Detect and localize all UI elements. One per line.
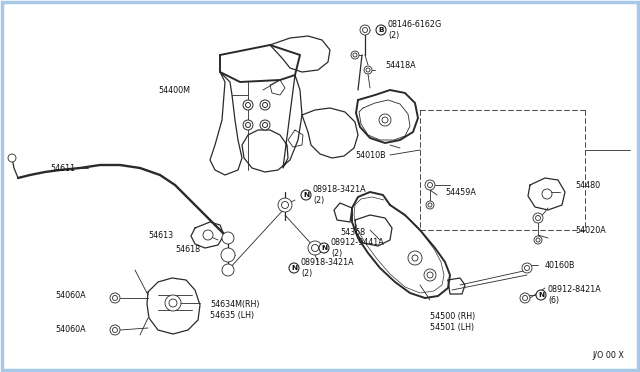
Text: 54618: 54618: [175, 246, 200, 254]
Text: 54634M(RH)
54635 (LH): 54634M(RH) 54635 (LH): [210, 300, 259, 320]
Circle shape: [427, 272, 433, 278]
Circle shape: [425, 180, 435, 190]
Circle shape: [522, 263, 532, 273]
Text: 08146-6162G
(2): 08146-6162G (2): [388, 20, 442, 40]
Text: 54459A: 54459A: [445, 187, 476, 196]
Circle shape: [113, 295, 118, 301]
Circle shape: [301, 190, 311, 200]
Circle shape: [312, 244, 319, 251]
Circle shape: [262, 103, 268, 108]
Circle shape: [222, 232, 234, 244]
Text: 54010B: 54010B: [355, 151, 386, 160]
Text: B: B: [378, 27, 384, 33]
Circle shape: [246, 103, 250, 108]
Circle shape: [113, 327, 118, 333]
Circle shape: [533, 213, 543, 223]
Circle shape: [8, 154, 16, 162]
Text: N: N: [538, 292, 544, 298]
Text: 08918-3421A
(2): 08918-3421A (2): [301, 258, 355, 278]
Circle shape: [319, 243, 329, 253]
Text: 54500 (RH)
54501 (LH): 54500 (RH) 54501 (LH): [430, 312, 476, 332]
Text: N: N: [291, 265, 297, 271]
Circle shape: [222, 264, 234, 276]
Circle shape: [243, 100, 253, 110]
Circle shape: [289, 263, 299, 273]
Circle shape: [308, 241, 322, 255]
Text: 54060A: 54060A: [55, 326, 86, 334]
Circle shape: [203, 230, 213, 240]
Circle shape: [262, 122, 268, 128]
Circle shape: [428, 183, 433, 187]
Circle shape: [246, 122, 250, 128]
Circle shape: [542, 189, 552, 199]
Text: 08918-3421A
(2): 08918-3421A (2): [313, 185, 367, 205]
Circle shape: [379, 114, 391, 126]
Circle shape: [260, 120, 270, 130]
Circle shape: [169, 299, 177, 307]
Text: N: N: [303, 192, 309, 198]
Circle shape: [221, 248, 235, 262]
Circle shape: [536, 215, 541, 221]
Text: 54368: 54368: [340, 228, 365, 237]
Text: 54060A: 54060A: [55, 291, 86, 299]
Circle shape: [353, 53, 357, 57]
Text: 54400M: 54400M: [158, 86, 190, 94]
Circle shape: [536, 238, 540, 242]
Text: 08912-9441A
(2): 08912-9441A (2): [331, 238, 385, 258]
Circle shape: [364, 66, 372, 74]
Circle shape: [408, 251, 422, 265]
Circle shape: [278, 198, 292, 212]
Circle shape: [525, 266, 529, 270]
Circle shape: [376, 25, 386, 35]
Text: 54020A: 54020A: [575, 225, 605, 234]
Text: 54611: 54611: [50, 164, 75, 173]
Circle shape: [382, 117, 388, 123]
Circle shape: [360, 25, 370, 35]
Circle shape: [366, 68, 370, 72]
Text: 40160B: 40160B: [545, 260, 575, 269]
Circle shape: [165, 295, 181, 311]
Circle shape: [522, 295, 527, 301]
Text: 08912-8421A
(6): 08912-8421A (6): [548, 285, 602, 305]
Text: N: N: [321, 245, 327, 251]
Circle shape: [412, 255, 418, 261]
Circle shape: [426, 201, 434, 209]
Circle shape: [110, 293, 120, 303]
Text: J/O 00 X: J/O 00 X: [592, 350, 624, 359]
Circle shape: [534, 236, 542, 244]
Text: 54418A: 54418A: [385, 61, 415, 70]
Circle shape: [520, 293, 530, 303]
Text: 54613: 54613: [148, 231, 173, 240]
Circle shape: [536, 290, 546, 300]
Circle shape: [351, 51, 359, 59]
Circle shape: [424, 269, 436, 281]
Circle shape: [110, 325, 120, 335]
Circle shape: [282, 202, 289, 208]
Circle shape: [428, 203, 432, 207]
Circle shape: [243, 120, 253, 130]
Text: 54480: 54480: [575, 180, 600, 189]
Circle shape: [362, 28, 367, 32]
Circle shape: [260, 100, 270, 110]
